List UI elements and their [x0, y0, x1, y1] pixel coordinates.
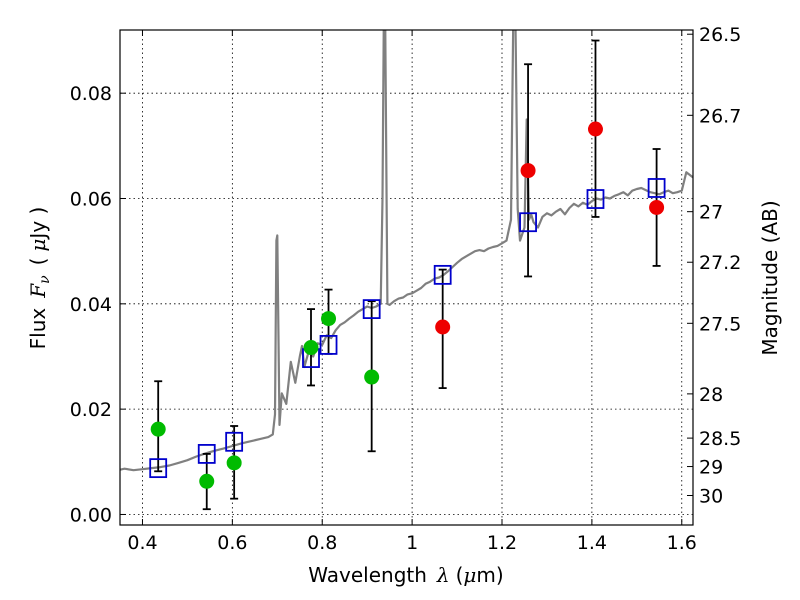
observed-point-red	[520, 163, 536, 179]
model-photometry-box	[149, 458, 168, 479]
y-tick-label: 0.06	[70, 189, 112, 211]
y2-tick-label: 26.5	[699, 24, 741, 46]
model-photometry-box	[519, 212, 537, 233]
model-photometry-box	[319, 335, 338, 355]
model-photometry-box	[586, 189, 605, 209]
model-photometry-box	[197, 444, 216, 464]
y2-tick-label: 27.5	[699, 313, 741, 335]
x-tick-label: 1.4	[577, 532, 607, 554]
y2-tick-label: 29	[699, 457, 723, 479]
observed-point-green	[199, 473, 215, 489]
x-tick-label: 1.2	[487, 532, 517, 554]
y2-tick-label: 27	[699, 202, 723, 224]
y-tick-label: 0.04	[70, 294, 112, 316]
model-photometry-box	[225, 431, 244, 452]
y-tick-label: 0.08	[70, 83, 112, 105]
observed-point-green	[364, 369, 380, 385]
x-tick-label: 0.4	[127, 532, 157, 554]
observed-point-green	[303, 340, 319, 356]
plot-frame	[119, 29, 694, 526]
observed-point-red	[649, 199, 665, 215]
model-photometry-box	[362, 299, 381, 319]
x-tick-label: 1.6	[667, 532, 697, 554]
grid	[120, 30, 693, 525]
x-tick-label: 0.8	[307, 532, 337, 554]
observed-point-green	[150, 421, 166, 437]
y2-tick-label: 30	[699, 486, 723, 508]
x-tick-label: 1	[406, 532, 418, 554]
y2-tick-label: 26.7	[699, 105, 741, 127]
y-tick-label: 0.00	[70, 504, 112, 526]
y2-tick-label: 28.5	[699, 428, 741, 450]
y-axis-label: FluxFν(μJy )	[26, 207, 53, 350]
y2-axis-label: Magnitude (AB)	[758, 200, 782, 355]
observed-point-green	[321, 311, 337, 327]
observed-point-green	[226, 455, 242, 471]
observed-point-red	[587, 121, 603, 137]
axes-layer: 0.4 0.6 0.8 1 1.2 1.4 1.6 0.00 0.02 0.04 0.06 0.08 2…	[70, 24, 742, 554]
y2-tick-label: 27.2	[699, 252, 741, 274]
observed-point-red	[435, 319, 451, 335]
y2-tick-label: 28	[699, 384, 723, 406]
series-layer	[120, 30, 693, 511]
model-photometry-box	[433, 264, 452, 285]
plot-area	[120, 30, 693, 511]
x-tick-label: 0.6	[217, 532, 247, 554]
x-axis-label: Wavelength λ (μm)	[308, 563, 503, 587]
y-tick-label: 0.02	[70, 399, 112, 421]
model-photometry-box	[647, 178, 666, 198]
model-spectrum-line	[120, 30, 693, 472]
